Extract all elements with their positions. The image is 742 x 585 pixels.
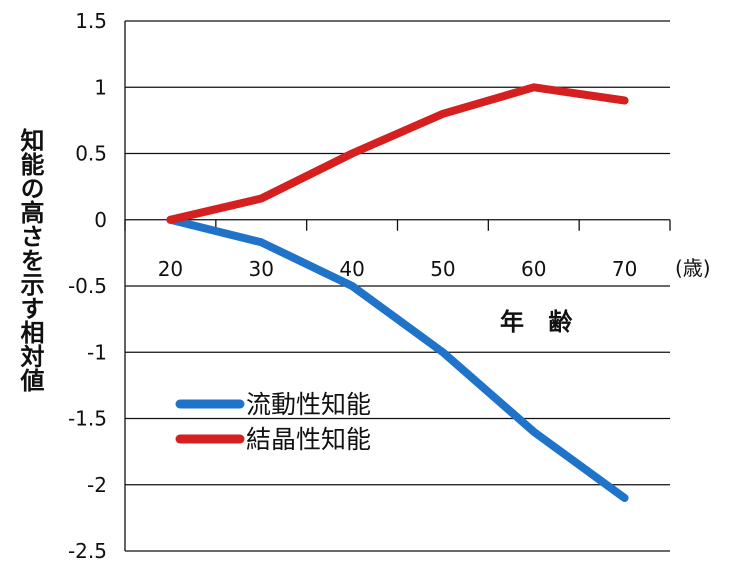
y-tick-label: 0 [94,208,107,232]
x-tick-label: 70 [612,257,637,281]
y-tick-label: 1 [94,75,107,99]
series-lines [166,83,629,502]
y-tick-label: -1 [87,340,107,364]
y-tick-label: 0.5 [75,142,107,166]
x-tick-label: 30 [249,257,274,281]
x-tick-label: 40 [339,257,364,281]
y-tick-labels: 1.5 1 0.5 0 -0.5 -1 -1.5 -2 -2.5 [68,9,107,563]
y-axis-label: 知能の高さを示す相対値 [16,128,45,392]
x-axis-label: 年 齢 [500,308,580,336]
x-tick-label: 50 [430,257,455,281]
legend: 流動性知能 結晶性知能 [175,390,371,454]
x-tick-label: 60 [521,257,546,281]
y-tick-label: -0.5 [68,274,107,298]
legend-label-fluid: 流動性知能 [246,390,371,419]
series-line-1 [166,83,629,224]
grid-lines [124,20,671,552]
legend-label-crystallized: 結晶性知能 [246,425,371,454]
y-tick-label: -1.5 [68,407,107,431]
series-line-0 [166,215,629,502]
y-tick-label: -2.5 [68,539,107,563]
x-axis-unit: (歳) [675,256,711,280]
x-tick-label: 20 [158,257,183,281]
y-tick-label: 1.5 [75,9,107,33]
x-tick-labels: 20 30 40 50 60 70 [158,257,638,281]
y-tick-label: -2 [87,473,107,497]
